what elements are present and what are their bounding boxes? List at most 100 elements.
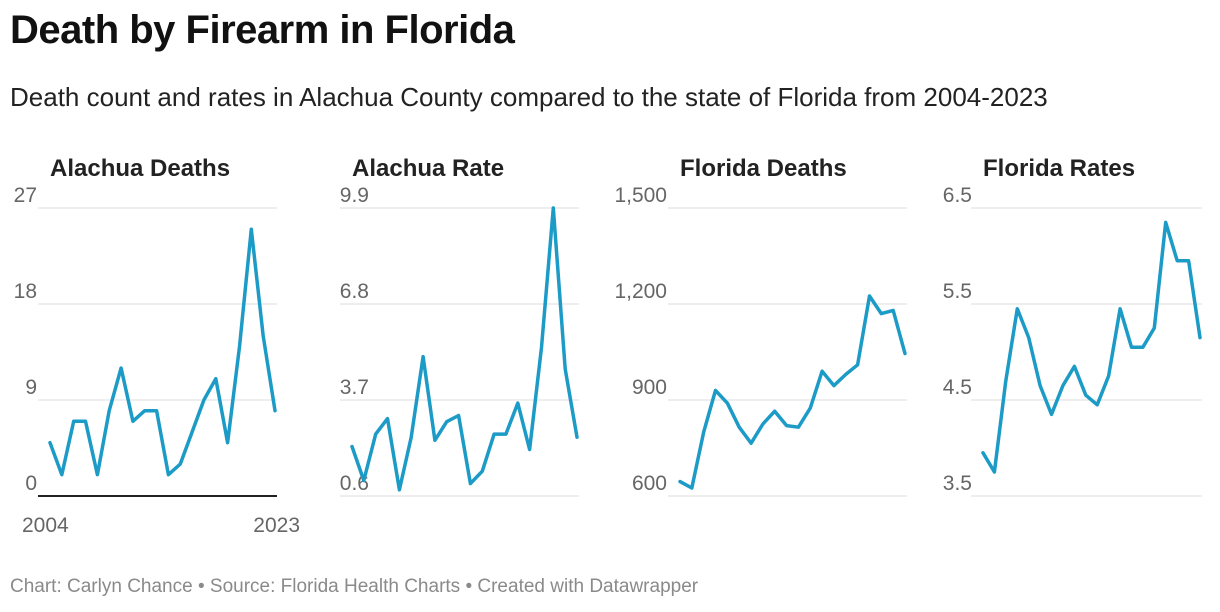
data-point	[856, 363, 859, 366]
data-point	[167, 473, 170, 476]
data-point	[714, 389, 717, 392]
series-line	[981, 220, 1202, 474]
data-point	[433, 439, 436, 442]
data-point	[516, 402, 519, 405]
data-point	[202, 399, 205, 402]
data-point	[1096, 403, 1099, 406]
data-point	[386, 417, 389, 420]
data-point	[457, 414, 460, 417]
data-point	[1073, 365, 1076, 368]
data-point	[410, 436, 413, 439]
data-point	[797, 426, 800, 429]
data-point	[120, 367, 123, 370]
panel-title: Florida Rates	[983, 155, 1136, 182]
data-point	[1164, 221, 1167, 224]
data-point	[1027, 336, 1030, 339]
data-point	[422, 355, 425, 358]
y-tick-label: 9	[25, 376, 37, 399]
panel-alachua-rate: Alachua Rate 0.6 3.7 6.8 9.9	[312, 150, 612, 540]
data-point	[108, 409, 111, 412]
panel-title: Alachua Rate	[352, 155, 505, 182]
data-point	[904, 352, 907, 355]
data-point	[481, 470, 484, 473]
y-tick-label: 0	[25, 472, 37, 495]
y-tick-label: 1,500	[614, 184, 667, 207]
data-point	[993, 471, 996, 474]
data-point	[690, 487, 693, 490]
y-tick-label: 6.5	[943, 184, 972, 207]
panel-florida-deaths: Florida Deaths 600 900 1,200 1,500	[610, 150, 910, 540]
data-point	[982, 451, 985, 454]
data-point	[191, 431, 194, 434]
data-point	[96, 473, 99, 476]
panel-title: Florida Deaths	[680, 155, 847, 182]
data-point	[49, 441, 52, 444]
data-point	[552, 207, 555, 210]
data-point	[493, 433, 496, 436]
data-point	[844, 373, 847, 376]
data-point	[60, 473, 63, 476]
data-point	[738, 426, 741, 429]
data-point	[892, 309, 895, 312]
series-line	[350, 206, 579, 492]
data-point	[1119, 307, 1122, 310]
data-point	[398, 488, 401, 491]
data-point	[1016, 307, 1019, 310]
y-tick-label: 9.9	[340, 184, 369, 207]
data-point	[1039, 384, 1042, 387]
y-tick-label: 3.7	[340, 376, 369, 399]
line-chart-alachua-deaths: 0 9 18 27 2004 2023	[14, 184, 300, 537]
data-point	[821, 370, 824, 373]
data-point	[761, 423, 764, 426]
data-point	[564, 368, 567, 371]
data-point	[155, 409, 158, 412]
data-point	[1176, 259, 1179, 262]
data-point	[250, 228, 253, 231]
data-point	[750, 442, 753, 445]
data-point	[274, 409, 277, 412]
data-point	[262, 335, 265, 338]
data-point	[1153, 327, 1156, 330]
data-point	[214, 377, 217, 380]
data-point	[445, 420, 448, 423]
data-point	[84, 420, 87, 423]
data-point	[679, 480, 682, 483]
series-line	[678, 294, 907, 490]
data-point	[540, 346, 543, 349]
data-point	[1199, 336, 1202, 339]
data-point	[1107, 375, 1110, 378]
panel-alachua-deaths: Alachua Deaths 0 9 18 27 2004 2023	[10, 150, 310, 540]
y-tick-label: 1,200	[614, 280, 667, 303]
line-chart-florida-rates: 3.5 4.5 5.5 6.5	[943, 184, 1202, 497]
data-point	[1004, 379, 1007, 382]
data-point	[469, 482, 472, 485]
y-tick-label: 900	[632, 376, 667, 399]
data-point	[504, 433, 507, 436]
y-tick-label: 4.5	[943, 376, 972, 399]
data-point	[1187, 259, 1190, 262]
data-point	[1061, 384, 1064, 387]
data-point	[702, 431, 705, 434]
y-tick-label: 5.5	[943, 280, 972, 303]
data-point	[1050, 413, 1053, 416]
data-point	[809, 407, 812, 410]
data-point	[238, 345, 241, 348]
panel-title: Alachua Deaths	[50, 155, 231, 182]
panel-florida-rates: Florida Rates 3.5 4.5 5.5 6.5	[915, 150, 1215, 540]
data-point	[726, 402, 729, 405]
data-point	[880, 312, 883, 315]
line-chart-alachua-rate: 0.63.76.89.9	[340, 184, 579, 497]
data-point	[362, 479, 365, 482]
data-point	[832, 384, 835, 387]
data-point	[868, 295, 871, 298]
data-point	[1130, 346, 1133, 349]
data-point	[785, 424, 788, 427]
data-point	[72, 420, 75, 423]
series-line	[48, 227, 277, 477]
data-point	[179, 463, 182, 466]
y-tick-label: 18	[14, 280, 37, 303]
data-point	[143, 409, 146, 412]
chart-title: Death by Firearm in Florida	[10, 8, 515, 52]
line-chart-florida-deaths: 600 900 1,200 1,500	[614, 184, 907, 497]
data-point	[131, 420, 134, 423]
